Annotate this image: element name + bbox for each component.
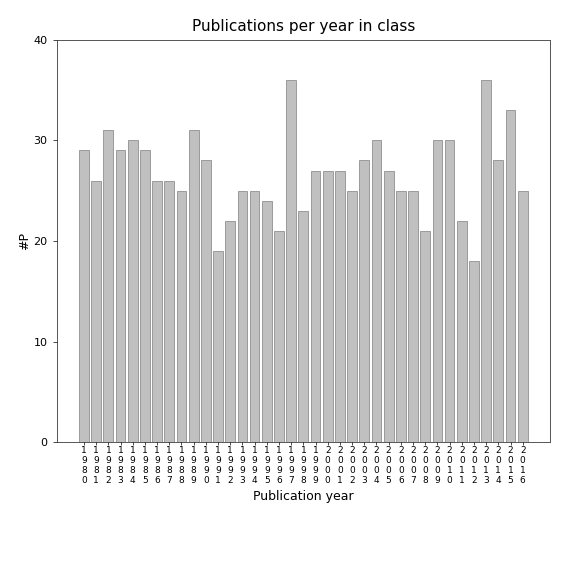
Bar (286, 80, 296, 442)
Bar (506, 110, 515, 442)
Bar (359, 160, 369, 442)
Bar (104, 130, 113, 442)
Bar (457, 221, 467, 442)
Bar (140, 150, 150, 442)
Bar (164, 180, 174, 442)
X-axis label: Publication year: Publication year (253, 490, 354, 503)
Bar (408, 191, 418, 442)
Bar (396, 191, 406, 442)
Bar (298, 211, 308, 442)
Bar (274, 231, 284, 442)
Bar (79, 150, 89, 442)
Bar (335, 171, 345, 442)
Bar (493, 160, 503, 442)
Bar (249, 191, 260, 442)
Bar (518, 191, 527, 442)
Bar (128, 141, 138, 442)
Bar (176, 191, 187, 442)
Title: Publications per year in class: Publications per year in class (192, 19, 415, 35)
Bar (481, 80, 491, 442)
Bar (189, 130, 198, 442)
Bar (152, 180, 162, 442)
Bar (384, 171, 393, 442)
Bar (225, 221, 235, 442)
Y-axis label: #P: #P (18, 232, 31, 250)
Bar (445, 141, 455, 442)
Bar (371, 141, 382, 442)
Bar (91, 180, 101, 442)
Bar (213, 251, 223, 442)
Bar (238, 191, 247, 442)
Bar (311, 171, 320, 442)
Bar (323, 171, 333, 442)
Bar (201, 160, 211, 442)
Bar (469, 261, 479, 442)
Bar (433, 141, 442, 442)
Bar (420, 231, 430, 442)
Bar (347, 191, 357, 442)
Bar (116, 150, 125, 442)
Bar (262, 201, 272, 442)
